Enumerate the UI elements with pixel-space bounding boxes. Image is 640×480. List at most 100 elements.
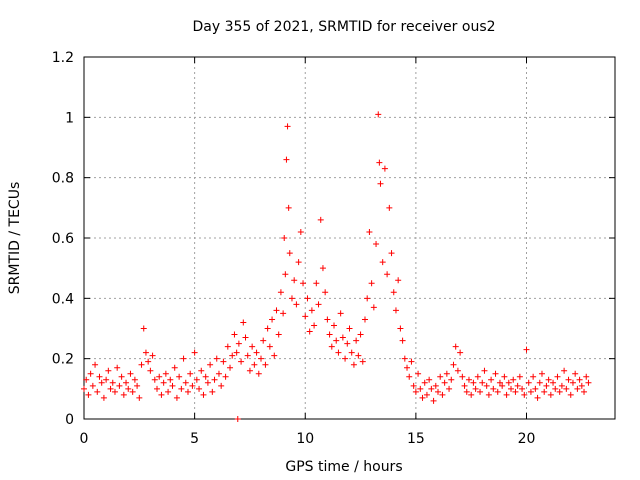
data-point: [373, 241, 380, 248]
data-point: [441, 379, 448, 386]
data-point: [342, 355, 349, 362]
data-point: [490, 385, 497, 392]
data-point: [285, 204, 292, 211]
data-point: [100, 394, 107, 401]
data-point: [116, 382, 123, 389]
data-point: [344, 340, 351, 347]
data-point: [390, 289, 397, 296]
data-point: [218, 382, 225, 389]
data-point: [213, 355, 220, 362]
data-point: [315, 301, 322, 308]
data-point: [483, 382, 490, 389]
data-point: [452, 343, 459, 350]
data-point: [180, 355, 187, 362]
data-point: [209, 388, 216, 395]
data-point: [282, 271, 289, 278]
data-point: [233, 349, 240, 356]
y-tick-label: 0.8: [52, 171, 74, 187]
data-point: [419, 394, 426, 401]
data-point: [107, 385, 114, 392]
data-point: [129, 388, 136, 395]
data-point: [530, 373, 537, 380]
data-point: [145, 358, 152, 365]
data-point: [508, 385, 515, 392]
data-point: [235, 340, 242, 347]
data-point: [468, 391, 475, 398]
data-point: [488, 376, 495, 383]
data-point: [581, 388, 588, 395]
data-point: [114, 364, 121, 371]
data-point: [264, 325, 271, 332]
data-point: [196, 385, 203, 392]
data-point: [295, 259, 302, 266]
data-point: [437, 373, 444, 380]
data-point: [277, 289, 284, 296]
data-point: [406, 373, 413, 380]
data-point: [111, 388, 118, 395]
data-point: [569, 379, 576, 386]
data-point: [501, 373, 508, 380]
data-point: [202, 373, 209, 380]
data-point: [127, 370, 134, 377]
data-point: [492, 370, 499, 377]
data-point: [357, 331, 364, 338]
data-point: [207, 361, 214, 368]
data-point: [134, 382, 141, 389]
data-point: [567, 391, 574, 398]
data-point: [322, 289, 329, 296]
data-point: [386, 204, 393, 211]
y-tick-label: 1.2: [52, 50, 74, 66]
data-point: [313, 280, 320, 287]
x-tick-label: 15: [407, 431, 425, 447]
data-point: [234, 416, 241, 422]
data-point: [184, 388, 191, 395]
data-point: [541, 388, 548, 395]
data-point: [335, 349, 342, 356]
data-point: [187, 370, 194, 377]
data-point: [242, 334, 249, 341]
data-point: [162, 370, 169, 377]
data-point: [231, 331, 238, 338]
data-point: [337, 310, 344, 317]
data-point: [193, 376, 200, 383]
data-point: [572, 370, 579, 377]
data-point: [158, 391, 165, 398]
data-point: [246, 367, 253, 374]
data-point: [96, 373, 103, 380]
data-point: [536, 379, 543, 386]
data-marks: [81, 111, 592, 422]
y-tick-label: 0.2: [52, 352, 74, 368]
data-point: [514, 382, 521, 389]
data-point: [496, 379, 503, 386]
data-point: [123, 379, 130, 386]
data-point: [379, 259, 386, 266]
data-point: [585, 379, 592, 386]
data-point: [519, 385, 526, 392]
data-point: [306, 328, 313, 335]
data-point: [439, 391, 446, 398]
data-point: [178, 385, 185, 392]
data-point: [173, 394, 180, 401]
data-point: [461, 382, 468, 389]
data-point: [211, 376, 218, 383]
data-point: [198, 367, 205, 374]
data-point: [308, 307, 315, 314]
data-point: [421, 379, 428, 386]
data-point: [375, 111, 382, 118]
data-point: [94, 388, 101, 395]
y-tick-label: 0.4: [52, 291, 74, 307]
data-point: [182, 379, 189, 386]
data-point: [578, 382, 585, 389]
data-point: [204, 379, 211, 386]
data-point: [348, 349, 355, 356]
data-point: [457, 349, 464, 356]
data-point: [550, 379, 557, 386]
data-point: [410, 382, 417, 389]
data-point: [149, 352, 156, 359]
data-point: [251, 361, 258, 368]
y-tick-label: 0: [65, 412, 74, 428]
data-point: [200, 391, 207, 398]
data-point: [165, 388, 172, 395]
data-point: [448, 376, 455, 383]
data-point: [368, 280, 375, 287]
